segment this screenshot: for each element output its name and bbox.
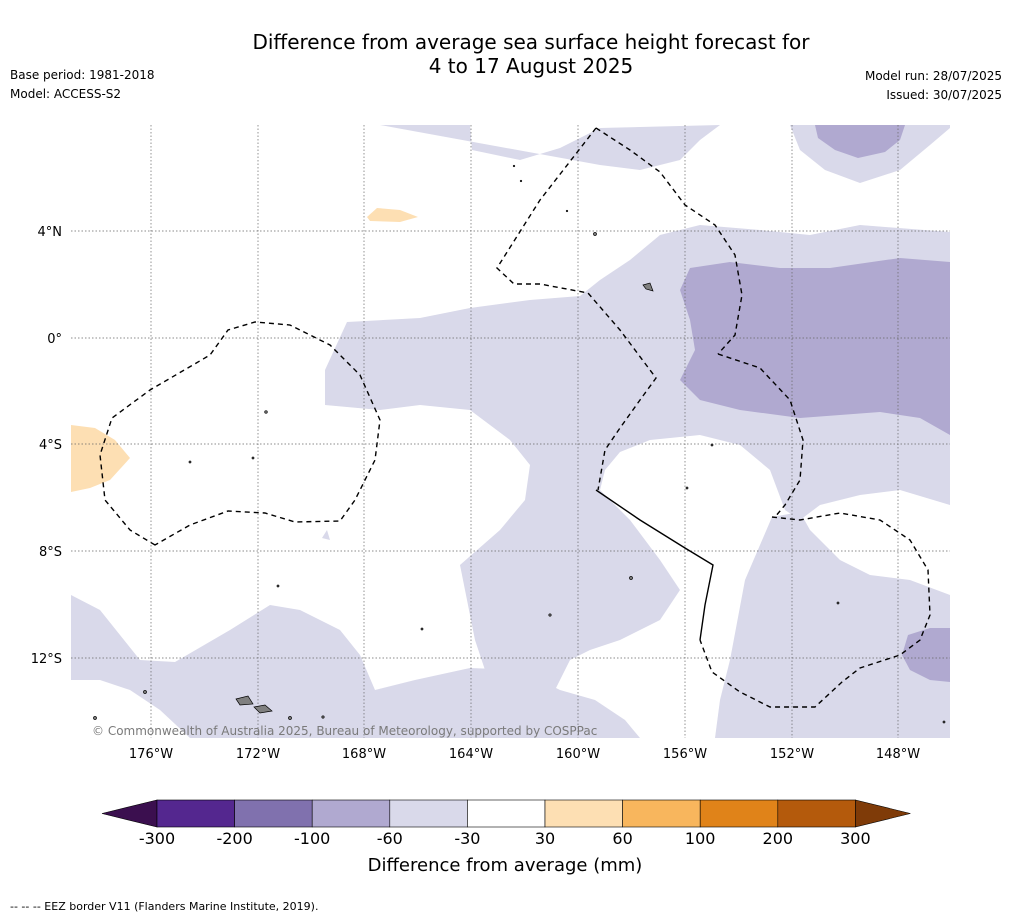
island [253, 704, 273, 714]
anomaly-region-north [380, 125, 720, 170]
island [93, 716, 97, 720]
anomaly-region-southeast [715, 512, 950, 738]
island [235, 695, 254, 706]
positive-anomaly-north [367, 208, 418, 222]
island [519, 179, 523, 183]
issued-text: Issued: 30/07/2025 [886, 88, 1002, 102]
island [420, 627, 424, 631]
longitude-labels: 176°W 172°W 168°W 164°W 160°W 156°W 152°… [129, 747, 920, 762]
lat-label: 12°S [31, 652, 62, 667]
metadata-left: Base period: 1981-2018 Model: ACCESS-S2 [10, 66, 155, 104]
map-area: © Commonwealth of Australia 2025, Bureau… [71, 125, 950, 738]
colorbar-tick-label: -60 [377, 829, 403, 848]
colorbar-segment [156, 799, 235, 828]
island [685, 486, 689, 490]
island [264, 410, 268, 414]
colorbar [101, 799, 911, 828]
colorbar-tick-label: 100 [685, 829, 716, 848]
colorbar-segment [234, 799, 313, 828]
lon-label: 152°W [770, 747, 814, 762]
model-text: Model: ACCESS-S2 [10, 87, 122, 101]
island [512, 164, 516, 168]
colorbar-segment [777, 799, 856, 828]
anomaly-region-northeast-strong [815, 125, 905, 158]
eez-border-southeast [699, 512, 931, 708]
colorbar-tick-label: -100 [294, 829, 330, 848]
lat-label: 4°S [39, 438, 62, 453]
anomaly-region-small [322, 530, 330, 540]
island [548, 613, 552, 617]
lon-label: 160°W [556, 747, 600, 762]
colorbar-tick-label: 30 [535, 829, 555, 848]
latitude-labels: 4°N 0° 4°S 8°S 12°S [31, 225, 62, 667]
colorbar-tick-label: -30 [454, 829, 480, 848]
metadata-right: Model run: 28/07/2025 Issued: 30/07/2025 [865, 67, 1002, 105]
anomaly-region-southeast-strong [902, 628, 950, 682]
island [836, 601, 840, 605]
lat-label: 4°N [38, 225, 63, 240]
island [593, 232, 597, 236]
title-line-1: Difference from average sea surface heig… [252, 30, 810, 54]
eez-border-west [99, 321, 381, 546]
eez-footnote: -- -- -- EEZ border V11 (Flanders Marine… [10, 900, 319, 913]
graticule [71, 125, 950, 738]
base-period-text: Base period: 1981-2018 [10, 68, 155, 82]
colorbar-extend-low [101, 799, 158, 828]
eez-border-north-west-arm [496, 127, 657, 491]
island [565, 209, 569, 213]
lon-label: 176°W [129, 747, 173, 762]
eez-border-north [595, 127, 743, 355]
colorbar-extend-high [855, 799, 911, 828]
lon-label: 164°W [449, 747, 493, 762]
lon-label: 148°W [876, 747, 920, 762]
lat-label: 0° [47, 332, 62, 347]
colorbar-tick-label: 60 [612, 829, 632, 848]
lon-label: 168°W [342, 747, 386, 762]
island [288, 716, 292, 720]
island [629, 576, 633, 580]
anomaly-region-southwest [71, 595, 640, 738]
colorbar-ticks: -300 -200 -100 -60 -30 30 60 100 200 300 [139, 829, 871, 848]
island [276, 584, 280, 588]
colorbar-label: Difference from average (mm) [368, 855, 643, 876]
title-line-2: 4 to 17 August 2025 [428, 54, 634, 78]
colorbar-segment [467, 799, 546, 828]
island [642, 282, 654, 292]
colorbar-segment [389, 799, 468, 828]
colorbar-tick-label: -300 [139, 829, 175, 848]
island [143, 690, 147, 694]
colorbar-segment [699, 799, 779, 828]
colorbar-tick-label: 200 [763, 829, 794, 848]
model-run-text: Model run: 28/07/2025 [864, 69, 1002, 83]
island [710, 443, 714, 447]
colorbar-segment [622, 799, 701, 828]
map-title: Difference from average sea surface heig… [0, 30, 1011, 78]
island [188, 460, 192, 464]
colorbar-tick-label: -200 [216, 829, 252, 848]
colorbar-segment [544, 799, 623, 828]
island [251, 456, 255, 460]
anomaly-region-east-strong [680, 258, 950, 435]
eez-border-solid [595, 489, 714, 641]
lon-label: 156°W [663, 747, 707, 762]
copyright-text: © Commonwealth of Australia 2025, Bureau… [92, 724, 597, 738]
colorbar-segment [311, 799, 391, 828]
islands [93, 164, 946, 724]
eez-border-east [717, 353, 804, 518]
colorbar-tick-label: 300 [840, 829, 871, 848]
eez-borders [99, 127, 931, 708]
island [321, 715, 325, 719]
lat-label: 8°S [39, 545, 62, 560]
island [942, 720, 946, 724]
lon-label: 172°W [236, 747, 280, 762]
